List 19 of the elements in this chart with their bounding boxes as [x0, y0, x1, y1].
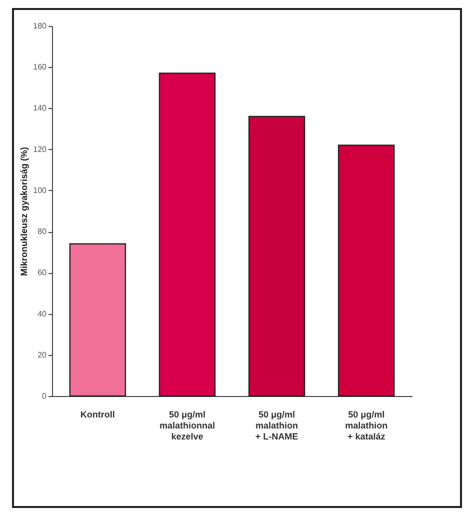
x-tick-label: Kontroll [80, 410, 115, 420]
y-tick-label: 20 [38, 350, 48, 360]
y-tick-label: 180 [33, 22, 48, 30]
y-tick-label: 60 [38, 268, 48, 278]
y-tick-label: 0 [42, 392, 48, 400]
bar [69, 243, 126, 397]
bar [158, 72, 216, 397]
x-tick-label: 50 μg/ml malathionnal kezelve [159, 410, 215, 442]
y-tick-label: 120 [33, 144, 48, 154]
y-axis-title: Mikronukleusz gyakoriság (%) [19, 146, 30, 276]
y-tick-label: 100 [33, 186, 48, 195]
y-tick-label: 160 [33, 62, 48, 72]
y-tick-label: 40 [38, 309, 48, 318]
x-tick-label: 50 μg/ml malathion + kataláz [345, 410, 388, 442]
bar [248, 116, 306, 397]
y-tick-label: 140 [33, 104, 48, 113]
bar [338, 144, 395, 397]
x-tick-label: 50 μg/ml malathion + L-NAME [255, 410, 298, 442]
y-tick-label: 80 [38, 227, 48, 236]
